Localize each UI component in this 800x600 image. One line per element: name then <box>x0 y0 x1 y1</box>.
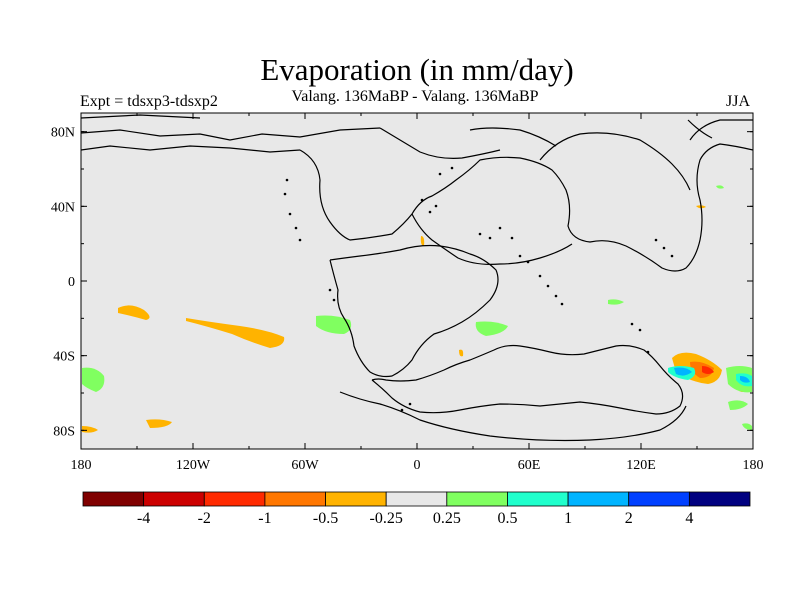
lon-tick-label: 60W <box>291 458 319 473</box>
anomaly-patch <box>82 367 105 392</box>
anomaly-patch <box>674 367 692 376</box>
colorbar-label: -1 <box>258 510 271 527</box>
lon-tick-label: 120E <box>626 458 656 473</box>
anomaly-patch <box>146 419 172 428</box>
colorbar-swatch <box>628 491 690 507</box>
colorbar-label: -4 <box>137 510 150 527</box>
lon-tick-label: 180 <box>71 458 92 473</box>
colorbar-swatch <box>203 491 266 507</box>
anomaly-patch <box>186 318 285 348</box>
coastlines <box>81 114 753 442</box>
colorbar-swatch <box>446 491 508 507</box>
colorbar-swatch <box>507 491 569 507</box>
colorbar-label: -2 <box>198 510 211 527</box>
lat-tick-label: 80N <box>51 126 75 141</box>
anomaly-patch <box>316 315 352 334</box>
anomaly-patch <box>716 185 724 189</box>
colorbar-label: -0.25 <box>370 510 403 527</box>
map-title: Evaporation (in mm/day) <box>260 52 574 87</box>
lat-tick-label: 40S <box>53 350 75 365</box>
experiment-label: Expt = tdsxp3-tdsxp2 <box>80 93 218 110</box>
colorbar-label: 2 <box>625 510 633 527</box>
colorbar-label: 0.5 <box>497 510 517 527</box>
anomaly-patches <box>82 185 752 433</box>
lon-tick-label: 120W <box>176 458 211 473</box>
colorbar-label: 4 <box>685 510 693 527</box>
anomaly-patch <box>608 299 624 305</box>
colorbar-swatch <box>567 491 630 507</box>
map-subtitle: Valang. 136MaBP - Valang. 136MaBP <box>291 88 539 105</box>
anomaly-patch <box>728 400 748 410</box>
colorbar-swatch <box>143 491 205 507</box>
lon-tick-label: 0 <box>414 458 421 473</box>
season-label: JJA <box>726 93 751 110</box>
anomaly-patch <box>118 305 150 320</box>
anomaly-patch <box>742 423 752 430</box>
colorbar-label: 1 <box>564 510 572 527</box>
anomaly-patch <box>82 426 98 433</box>
anomaly-patch <box>459 349 464 357</box>
lon-tick-label: 60E <box>518 458 541 473</box>
colorbar-swatch <box>688 491 751 507</box>
map-axes: 80N 40N 0 40S 80S 180 120W 60W 0 60E 120E 180 <box>51 113 764 473</box>
anomaly-patch <box>702 366 714 374</box>
colorbar: -4 -2 -1 -0.5 -0.25 0.25 0.5 1 2 4 <box>82 491 751 527</box>
lat-tick-label: 80S <box>53 424 75 439</box>
colorbar-swatch <box>82 491 145 507</box>
anomaly-patch <box>420 236 425 246</box>
colorbar-swatch <box>264 491 326 507</box>
island-dots <box>283 166 674 412</box>
colorbar-label: -0.5 <box>313 510 338 527</box>
colorbar-swatch <box>385 491 448 507</box>
colorbar-label: 0.25 <box>433 510 461 527</box>
lon-tick-label: 180 <box>743 458 764 473</box>
lat-tick-label: 40N <box>51 200 75 215</box>
anomaly-patch <box>740 376 750 383</box>
anomaly-patch <box>475 321 508 336</box>
colorbar-swatch <box>325 491 387 507</box>
lat-tick-label: 0 <box>68 275 75 290</box>
map-field <box>81 113 753 449</box>
